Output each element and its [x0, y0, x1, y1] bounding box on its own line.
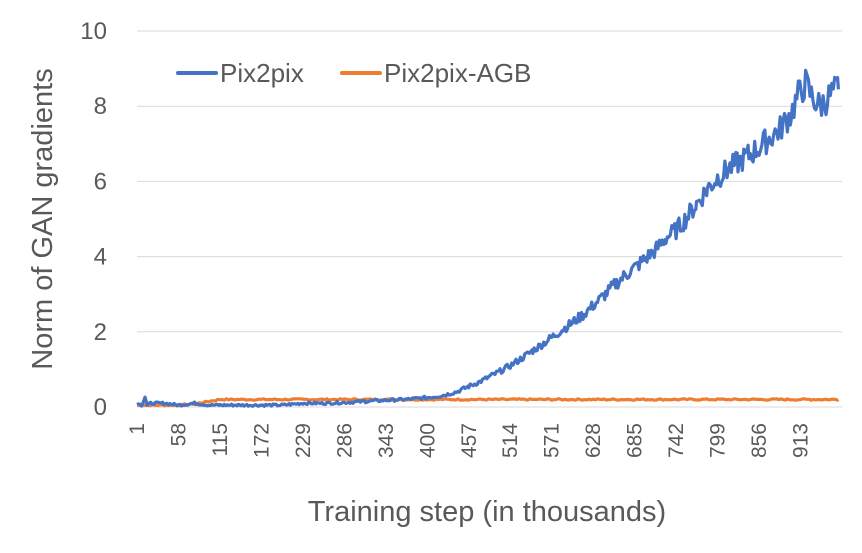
x-tick-label: 115 [209, 423, 232, 456]
x-tick-label: 571 [541, 423, 564, 458]
x-axis-title: Training step (in thousands) [308, 496, 666, 528]
x-tick-labels: 1 58 115 172 229 286 343 400 457 514 571 628 685 742 7… [126, 423, 813, 458]
x-tick-label: 628 [582, 423, 605, 458]
x-tick-label: 1 [126, 423, 149, 435]
series-line-pix2pix [136, 68, 840, 408]
y-tick-labels: 0 2 4 6 8 10 [80, 18, 107, 421]
y-axis-title: Norm of GAN gradients [27, 68, 59, 369]
y-tick-label: 10 [80, 18, 107, 45]
x-tick-label: 229 [292, 423, 315, 458]
x-tick-label: 913 [790, 423, 813, 458]
x-tick-label: 685 [624, 423, 647, 458]
y-tick-label: 8 [94, 93, 107, 120]
x-tick-label: 172 [250, 423, 273, 458]
x-tick-label: 400 [416, 423, 439, 458]
x-tick-label: 286 [333, 423, 356, 458]
x-tick-label: 514 [499, 423, 522, 458]
x-tick-label: 457 [458, 423, 481, 458]
legend: Pix2pix Pix2pix-AGB [176, 58, 531, 88]
x-tick-label: 799 [707, 423, 730, 458]
series-line-pix2pix-agb [136, 397, 840, 408]
y-tick-label: 2 [94, 319, 107, 346]
grid-lines [137, 30, 842, 408]
x-tick-label: 856 [748, 423, 771, 458]
y-tick-label: 4 [94, 244, 107, 271]
y-tick-label: 0 [94, 394, 107, 421]
series-lines [136, 68, 840, 408]
x-tick-label: 343 [375, 423, 398, 458]
y-tick-label: 6 [94, 168, 107, 195]
legend-label-pix2pix: Pix2pix [220, 58, 304, 88]
x-tick-label: 58 [167, 423, 190, 446]
x-tick-label: 742 [665, 423, 688, 458]
legend-label-pix2pix-agb: Pix2pix-AGB [384, 58, 531, 88]
